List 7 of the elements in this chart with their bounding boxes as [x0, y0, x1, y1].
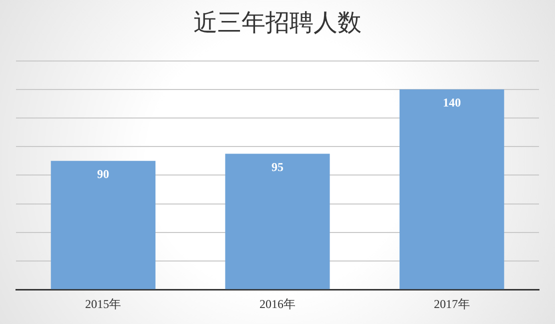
x-tick-label: 2015年: [85, 296, 122, 311]
data-label: 90: [97, 166, 110, 181]
data-label: 95: [272, 160, 284, 174]
x-tick-label: 2017年: [434, 296, 470, 311]
x-tick-label: 2016年: [260, 296, 296, 311]
data-label: 140: [442, 95, 461, 110]
chart-title: 近三年招聘人数: [194, 8, 362, 37]
